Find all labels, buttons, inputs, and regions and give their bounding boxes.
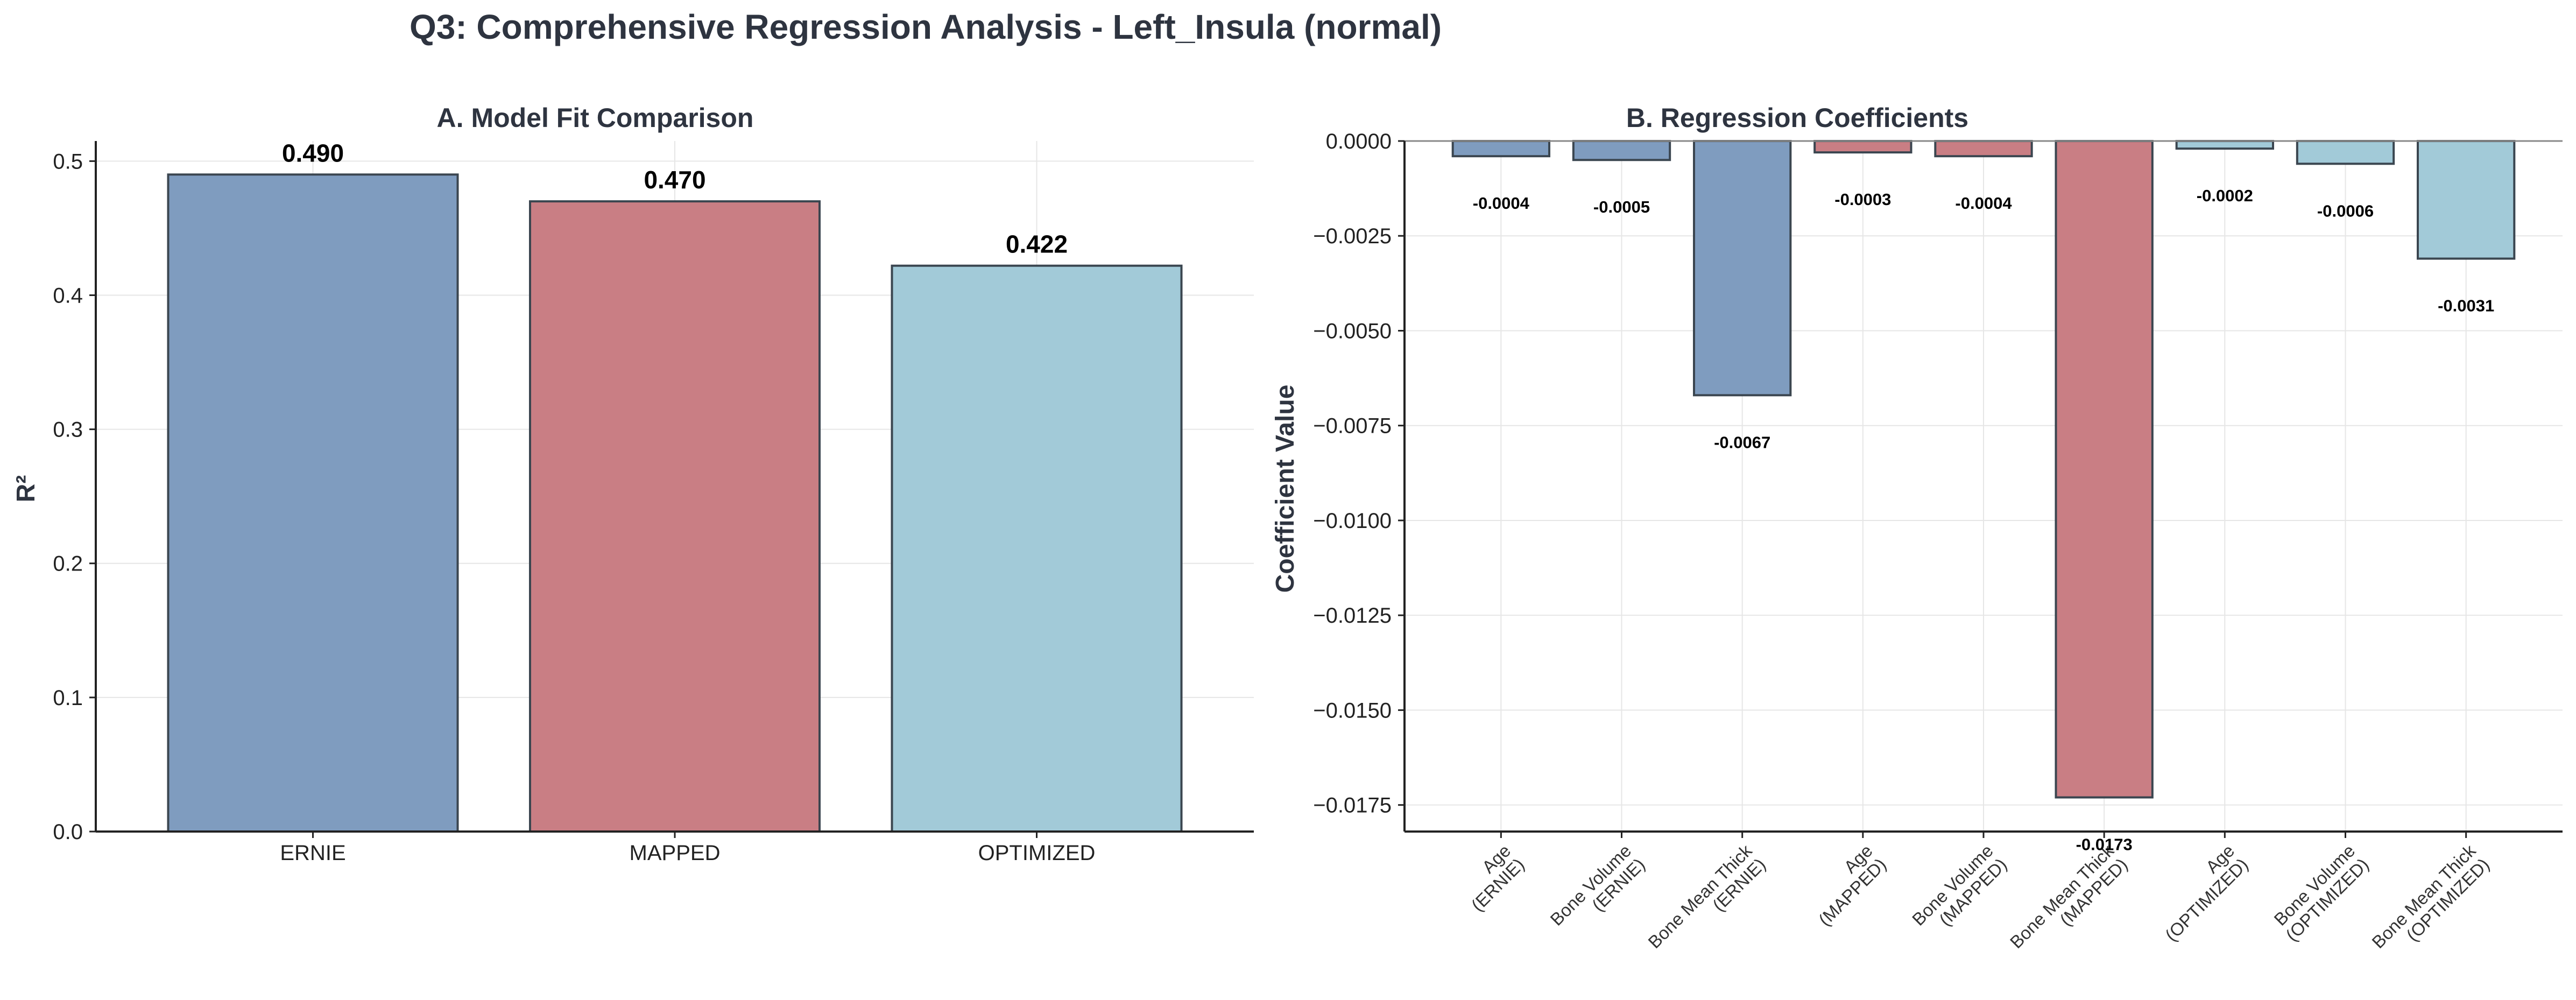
figure-title: Q3: Comprehensive Regression Analysis - … <box>410 8 1442 46</box>
panel-b-value-label: -0.0004 <box>1473 194 1530 213</box>
panel-a-x-tick-label: MAPPED <box>630 841 721 865</box>
panel-b-value-label: -0.0004 <box>1955 194 2012 213</box>
panel-b-y-tick-label: −0.0075 <box>1313 414 1392 438</box>
panel-b-value-label: -0.0031 <box>2438 297 2494 315</box>
panel-b-y-ticks: 0.0000 −0.0025 −0.0050 −0.0075 −0.0100 −0.012… <box>1313 130 1405 818</box>
panel-b-bar <box>2175 140 2275 150</box>
panel-a-bar <box>529 200 821 833</box>
panel-b-bars <box>1451 140 2516 799</box>
panel-b-bar <box>2296 140 2395 165</box>
panel-a-y-tick-label: 0.2 <box>53 552 83 576</box>
panel-a-bar <box>891 264 1183 833</box>
panel-a-x-tick-label: OPTIMIZED <box>978 841 1096 865</box>
panel-a-y-axis-label: R² <box>12 475 40 503</box>
panel-b-y-axis-label: Coefficient Value <box>1271 385 1300 593</box>
panel-b-bar <box>1813 140 1912 154</box>
panel-b-y-tick-label: −0.0175 <box>1313 794 1392 818</box>
panel-a-y-tick-label: 0.4 <box>53 284 83 307</box>
panel-b-y-tick-label: −0.0125 <box>1313 604 1392 628</box>
panel-b-bar <box>1572 140 1671 161</box>
panel-b-y-tick-label: 0.0000 <box>1326 130 1392 153</box>
panel-a-value-label: 0.490 <box>282 139 344 167</box>
panel-b-bar <box>2055 140 2154 799</box>
panel-b-bar <box>2417 140 2516 260</box>
panel-b-y-tick-label: −0.0100 <box>1313 509 1392 533</box>
panel-b-value-label: -0.0067 <box>1714 433 1770 452</box>
panel-a-y-ticks: 0.0 0.1 0.2 0.3 0.4 0.5 <box>53 150 96 844</box>
panel-b-bar <box>1693 140 1792 397</box>
panel-b-title: B. Regression Coefficients <box>1626 103 1968 133</box>
panel-b-y-tick-label: −0.0150 <box>1313 699 1392 722</box>
panel-b-value-label: -0.0005 <box>1593 198 1650 216</box>
panel-b-bar <box>1451 140 1551 158</box>
panel-a-y-tick-label: 0.5 <box>53 150 83 173</box>
panel-b-bar <box>1934 140 2033 158</box>
panel-b-value-label: -0.0003 <box>1834 190 1891 209</box>
panel-a-title: A. Model Fit Comparison <box>437 103 754 133</box>
panel-b-y-tick-label: −0.0050 <box>1313 319 1392 343</box>
panel-b-value-label: -0.0006 <box>2317 201 2374 220</box>
panel-a-y-tick-label: 0.3 <box>53 418 83 442</box>
panel-b-value-label: -0.0002 <box>2197 186 2253 205</box>
panel-a-x-tick-label: ERNIE <box>280 841 345 865</box>
panel-a-bar <box>167 173 459 833</box>
panel-b-value-label: -0.0173 <box>2076 835 2133 854</box>
panel-b-y-tick-label: −0.0025 <box>1313 224 1392 248</box>
panel-a-value-label: 0.470 <box>644 166 705 194</box>
panel-a-value-labels: 0.490 0.470 0.422 <box>282 139 1068 258</box>
panel-a-x-ticks: ERNIE MAPPED OPTIMIZED <box>280 832 1095 865</box>
panel-a-bars <box>167 173 1183 833</box>
panel-a-y-tick-label: 0.1 <box>53 686 83 710</box>
panel-b-value-labels: -0.0004 -0.0005 -0.0067 -0.0003 -0.0004 -0.01… <box>1473 186 2494 854</box>
panel-a-model-fit-chart: A. Model Fit Comparison R² 0.00.10.20.30… <box>12 103 1254 865</box>
panel-a-y-tick-label: 0.0 <box>53 820 83 844</box>
panel-a-value-label: 0.422 <box>1006 230 1068 258</box>
